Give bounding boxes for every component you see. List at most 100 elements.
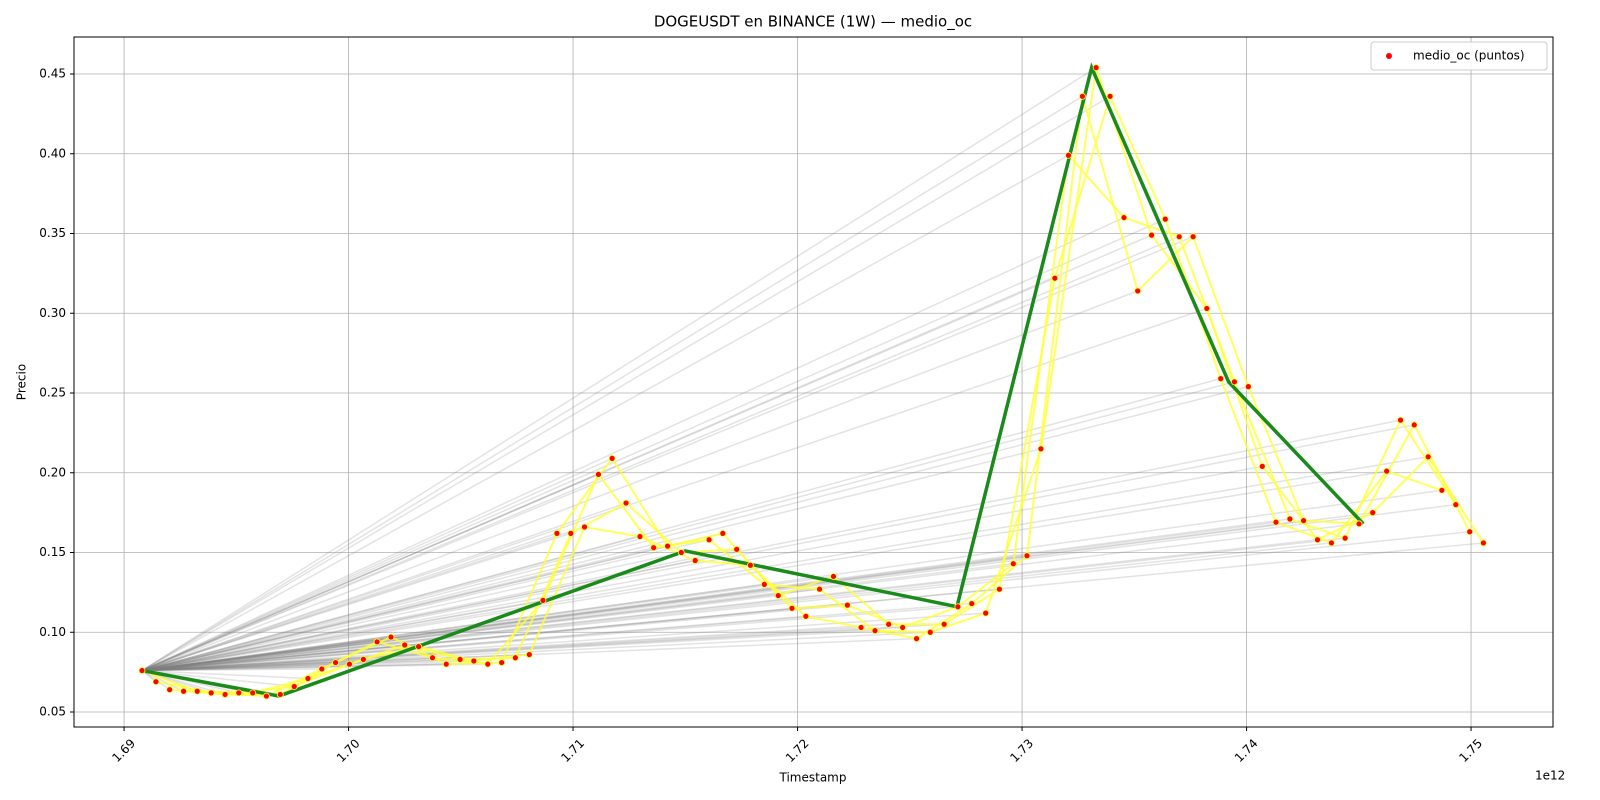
fan-line xyxy=(141,658,461,672)
fan-line xyxy=(141,615,806,672)
data-point xyxy=(830,573,837,580)
x-tick-label: 1.70 xyxy=(334,736,363,765)
data-point xyxy=(511,654,519,662)
data-point xyxy=(262,692,270,700)
data-point xyxy=(843,601,851,609)
fan-line xyxy=(141,419,1401,672)
link-line xyxy=(1399,419,1457,506)
fan-line xyxy=(141,511,1373,672)
data-point xyxy=(677,549,685,556)
y-tick-label: 0.40 xyxy=(39,146,66,160)
data-point xyxy=(553,529,561,537)
data-point xyxy=(802,612,810,620)
fan-line xyxy=(142,663,447,672)
link-line xyxy=(874,629,931,634)
y-tick-label: 0.45 xyxy=(39,67,66,81)
data-point xyxy=(539,596,547,604)
link-line xyxy=(265,668,323,697)
fan-line xyxy=(142,668,322,672)
fan-line xyxy=(141,669,295,688)
fan-line xyxy=(141,562,1014,672)
fan-line xyxy=(141,385,1249,672)
data-point xyxy=(1258,462,1266,470)
legend: medio_oc (puntos) xyxy=(1370,41,1548,71)
data-point xyxy=(1189,233,1197,241)
link-line xyxy=(1386,470,1443,492)
link-line xyxy=(1109,95,1167,220)
y-tick-label: 0.35 xyxy=(39,226,66,240)
data-point xyxy=(1009,560,1017,568)
data-point xyxy=(235,689,243,697)
y-axis-label: Precio xyxy=(15,364,29,400)
fan-line xyxy=(141,658,364,672)
legend-marker xyxy=(1386,53,1392,59)
link-line xyxy=(528,526,586,655)
fan-line xyxy=(141,636,392,672)
data-point xyxy=(498,659,506,666)
link-line xyxy=(1427,456,1485,544)
fan-line xyxy=(141,623,945,672)
link-line xyxy=(349,644,406,666)
fan-line xyxy=(141,154,1069,672)
fan-line xyxy=(141,604,848,672)
fan-line xyxy=(141,518,1290,672)
data-point xyxy=(1161,215,1169,223)
data-point xyxy=(166,686,174,694)
x-tick-label: 1.72 xyxy=(783,736,812,765)
y-tick-label: 0.10 xyxy=(39,625,66,639)
fan-line xyxy=(141,542,1332,672)
data-point xyxy=(982,609,990,617)
data-point xyxy=(968,600,976,607)
data-point xyxy=(691,557,699,564)
y-tick-label: 0.25 xyxy=(39,386,66,400)
y-tick-label: 0.20 xyxy=(39,465,66,479)
data-point xyxy=(276,691,284,698)
data-point xyxy=(290,683,298,690)
link-line xyxy=(805,615,862,629)
data-point xyxy=(595,470,602,478)
data-point xyxy=(1369,509,1377,517)
data-point xyxy=(857,624,865,631)
fan-line xyxy=(141,218,1166,672)
fan-line xyxy=(141,489,1442,672)
data-point xyxy=(193,687,201,695)
link-line xyxy=(1344,419,1402,539)
fan-line xyxy=(141,307,1208,672)
x-tick-label: 1.75 xyxy=(1456,736,1485,765)
fan-line xyxy=(141,669,308,680)
x-tick-label: 1.73 xyxy=(1007,736,1036,765)
data-point xyxy=(470,657,478,665)
data-point xyxy=(719,529,727,537)
link-line xyxy=(1136,235,1194,292)
fan-line xyxy=(141,526,585,672)
fan-line xyxy=(141,531,1470,672)
data-point xyxy=(1120,214,1128,221)
fan-line xyxy=(141,599,544,672)
fan-line xyxy=(141,551,682,672)
link-line xyxy=(1026,96,1084,556)
link-line xyxy=(1053,96,1112,279)
fan-line xyxy=(141,607,793,672)
fan-line xyxy=(141,502,627,672)
data-point xyxy=(1424,453,1432,461)
data-point xyxy=(387,633,395,641)
link-line xyxy=(971,554,1028,605)
data-point xyxy=(1438,486,1446,494)
link-line xyxy=(570,502,627,535)
data-point xyxy=(304,675,312,682)
fan-line xyxy=(141,641,378,672)
data-point xyxy=(1203,305,1211,312)
data-point xyxy=(152,678,160,686)
fan-line xyxy=(141,381,1235,672)
link-line xyxy=(1039,67,1098,449)
data-point xyxy=(346,660,353,668)
link-line xyxy=(860,626,917,640)
link-line xyxy=(556,457,613,534)
data-point xyxy=(429,654,436,662)
fan-line xyxy=(141,612,986,672)
link-line xyxy=(390,636,447,666)
data-point xyxy=(940,620,948,628)
link-line xyxy=(818,588,876,632)
fan-line xyxy=(141,523,1360,672)
data-point xyxy=(1175,233,1183,241)
